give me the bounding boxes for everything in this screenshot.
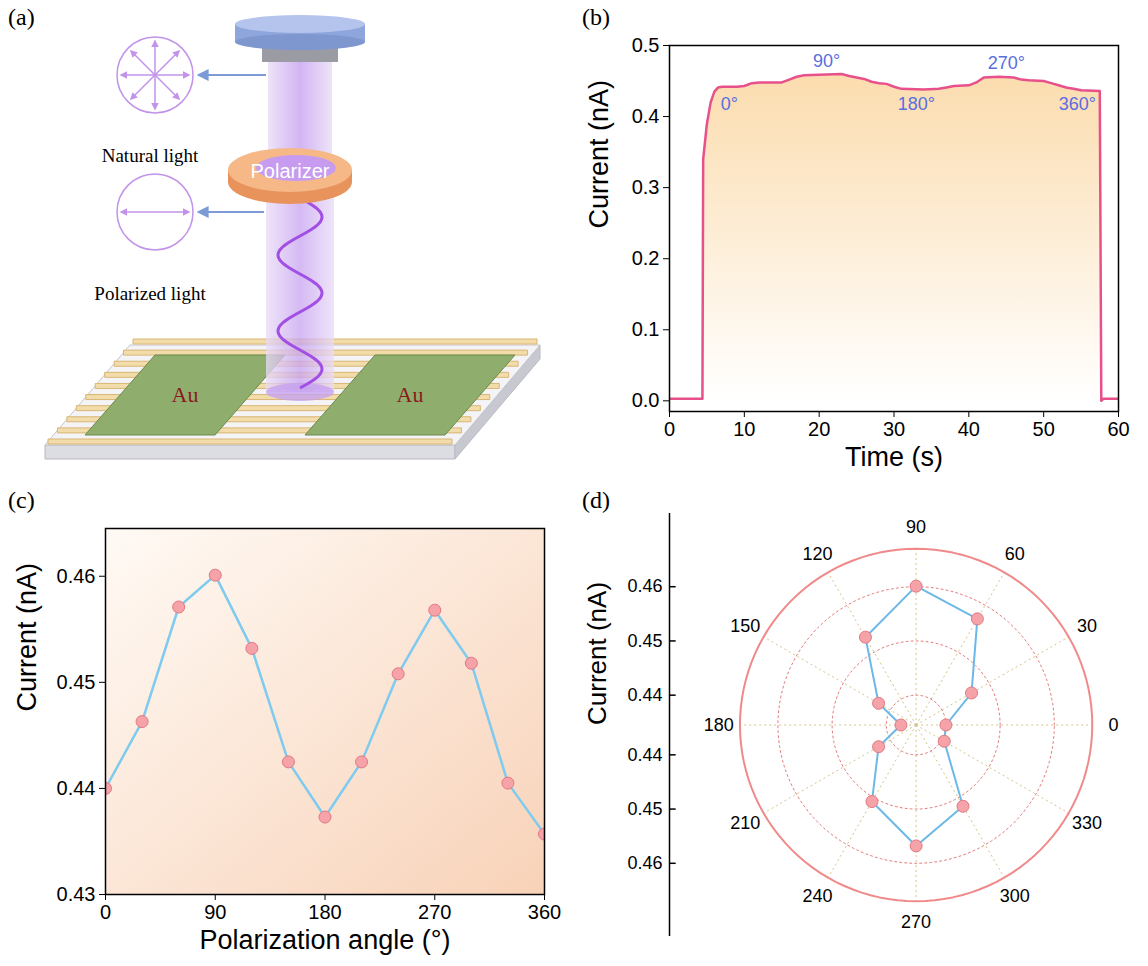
svg-text:0.1: 0.1 bbox=[632, 318, 660, 340]
svg-text:180: 180 bbox=[704, 715, 734, 735]
svg-text:330: 330 bbox=[1072, 813, 1102, 833]
svg-text:40: 40 bbox=[958, 418, 980, 440]
svg-text:60: 60 bbox=[1005, 544, 1025, 564]
svg-text:0.2: 0.2 bbox=[632, 247, 660, 269]
svg-text:90: 90 bbox=[906, 517, 926, 537]
html-text:(a): (a) bbox=[8, 4, 35, 30]
svg-text:0.4: 0.4 bbox=[632, 105, 660, 127]
svg-text:Au: Au bbox=[172, 382, 199, 407]
svg-text:0.0: 0.0 bbox=[632, 389, 660, 411]
svg-text:90: 90 bbox=[204, 901, 226, 923]
svg-text:0.43: 0.43 bbox=[57, 883, 96, 905]
svg-text:Polarizer: Polarizer bbox=[251, 160, 330, 182]
svg-text:240: 240 bbox=[802, 886, 832, 906]
svg-text:0: 0 bbox=[100, 901, 111, 923]
svg-text:0.44: 0.44 bbox=[627, 745, 662, 765]
svg-text:0.46: 0.46 bbox=[627, 853, 662, 873]
svg-text:270: 270 bbox=[418, 901, 451, 923]
svg-text:210: 210 bbox=[730, 813, 760, 833]
svg-text:180°: 180° bbox=[898, 94, 935, 114]
svg-text:0.44: 0.44 bbox=[57, 777, 96, 799]
svg-text:Polarized light: Polarized light bbox=[94, 283, 206, 304]
svg-text:10: 10 bbox=[733, 418, 755, 440]
svg-text:270°: 270° bbox=[988, 53, 1025, 73]
svg-text:Au: Au bbox=[397, 382, 424, 407]
svg-text:0.46: 0.46 bbox=[627, 576, 662, 596]
html-text:(b): (b) bbox=[582, 4, 610, 30]
svg-text:Polarization angle (°): Polarization angle (°) bbox=[200, 925, 451, 955]
svg-text:360: 360 bbox=[528, 901, 561, 923]
svg-text:0.44: 0.44 bbox=[627, 685, 662, 705]
svg-text:30: 30 bbox=[1077, 616, 1097, 636]
svg-text:360°: 360° bbox=[1059, 94, 1096, 114]
svg-text:270: 270 bbox=[901, 912, 931, 932]
svg-text:Time (s): Time (s) bbox=[845, 442, 943, 472]
svg-text:0.5: 0.5 bbox=[632, 34, 660, 56]
svg-text:20: 20 bbox=[808, 418, 830, 440]
svg-text:300: 300 bbox=[1000, 886, 1030, 906]
svg-text:Current (nA): Current (nA) bbox=[12, 563, 42, 712]
svg-text:150: 150 bbox=[730, 616, 760, 636]
svg-text:50: 50 bbox=[1033, 418, 1055, 440]
svg-text:0.3: 0.3 bbox=[632, 176, 660, 198]
svg-text:30: 30 bbox=[883, 418, 905, 440]
svg-text:60: 60 bbox=[1107, 418, 1129, 440]
svg-text:Natural light: Natural light bbox=[102, 145, 199, 166]
html-text:(c): (c) bbox=[8, 487, 35, 513]
svg-text:120: 120 bbox=[802, 544, 832, 564]
svg-text:0: 0 bbox=[1108, 715, 1118, 735]
svg-text:0.45: 0.45 bbox=[57, 671, 96, 693]
svg-text:0°: 0° bbox=[721, 94, 738, 114]
svg-text:0.45: 0.45 bbox=[627, 799, 662, 819]
svg-text:0.46: 0.46 bbox=[57, 565, 96, 587]
svg-text:0.45: 0.45 bbox=[627, 631, 662, 651]
svg-text:90°: 90° bbox=[813, 51, 840, 71]
svg-text:Current (nA): Current (nA) bbox=[584, 80, 614, 229]
html-text:(d): (d) bbox=[582, 487, 610, 513]
svg-text:Current (nA): Current (nA) bbox=[582, 582, 612, 725]
svg-text:180: 180 bbox=[308, 901, 341, 923]
svg-text:0: 0 bbox=[664, 418, 675, 440]
